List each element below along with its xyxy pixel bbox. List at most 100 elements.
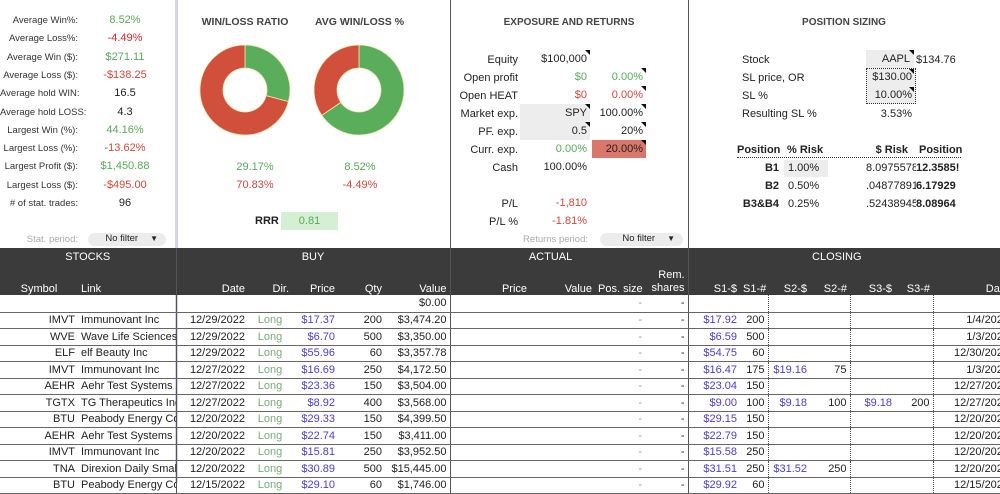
- cell-qty[interactable]: 500: [338, 460, 385, 478]
- cell-price[interactable]: [449, 345, 531, 362]
- cell-link[interactable]: Peabody Energy Co: [78, 411, 176, 428]
- cell-pos-size[interactable]: -: [595, 378, 646, 395]
- cell-date[interactable]: 12/29/2022: [175, 328, 248, 346]
- cell-pos-size[interactable]: -: [595, 361, 646, 379]
- equity-value[interactable]: $100,000: [520, 50, 590, 68]
- cell-qty[interactable]: 150: [338, 411, 385, 428]
- cell-date[interactable]: 12/29/2022: [175, 345, 248, 362]
- cell-qty[interactable]: 150: [338, 427, 385, 445]
- cell-s2-[interactable]: [768, 312, 811, 329]
- cell-link[interactable]: TG Therapeutics Inc: [78, 394, 176, 412]
- cell-value[interactable]: $3,952.50: [385, 444, 451, 461]
- cell-value[interactable]: $3,504.00: [385, 378, 451, 395]
- column-header-value[interactable]: Value: [385, 266, 451, 295]
- cell-date[interactable]: 12/15/2022: [933, 477, 1000, 494]
- cell-dir-[interactable]: Long: [248, 394, 292, 412]
- cell-date[interactable]: 12/27/2022: [175, 361, 248, 379]
- cell-rem-shares[interactable]: -: [645, 411, 689, 428]
- cell-rem-shares[interactable]: -: [645, 312, 689, 329]
- cell-s3-[interactable]: [850, 427, 896, 445]
- column-header-s3-[interactable]: S3-$: [850, 266, 896, 295]
- cell-s2-[interactable]: [810, 444, 851, 461]
- stock-input[interactable]: AAPL: [866, 50, 914, 68]
- cell-s3-[interactable]: [895, 361, 934, 379]
- cell-price[interactable]: $23.36: [292, 378, 338, 395]
- cell-date[interactable]: 12/20/2022: [933, 444, 1000, 461]
- cell-s2-[interactable]: 75: [810, 361, 851, 379]
- cell-price[interactable]: [449, 427, 531, 445]
- cell-link[interactable]: Peabody Energy Co: [78, 477, 176, 494]
- cell-rem-shares[interactable]: -: [645, 361, 689, 379]
- cell-s1-[interactable]: $15.58: [687, 444, 741, 461]
- sl-price-input[interactable]: $130.00: [866, 69, 914, 86]
- cell-link[interactable]: Aehr Test Systems: [78, 378, 176, 395]
- cell-price[interactable]: $30.89: [292, 460, 338, 478]
- cell-symbol[interactable]: AEHR: [0, 378, 78, 395]
- pf-exp-pct[interactable]: 20%: [592, 122, 646, 140]
- cell-s2-[interactable]: 250: [810, 460, 851, 478]
- cell-price[interactable]: $17.37: [292, 312, 338, 329]
- sizing-row-pct-risk[interactable]: 0.25%: [788, 198, 820, 210]
- cell-link[interactable]: [78, 295, 176, 313]
- cell-dir-[interactable]: Long: [248, 328, 292, 346]
- cell-rem-shares[interactable]: -: [645, 394, 689, 412]
- cell-price[interactable]: $8.92: [292, 394, 338, 412]
- cell-date[interactable]: 12/20/2022: [933, 460, 1000, 478]
- cell-dir-[interactable]: Long: [248, 444, 292, 461]
- market-exp-value[interactable]: SPY: [520, 104, 590, 122]
- cell-value[interactable]: [530, 328, 596, 346]
- cell-s3-[interactable]: [850, 460, 896, 478]
- column-header-rem-shares[interactable]: Rem. shares: [645, 266, 689, 295]
- cell-s3-[interactable]: [895, 328, 934, 346]
- cell-s2-[interactable]: [810, 328, 851, 346]
- sl-pct-input[interactable]: 10.00%: [866, 87, 914, 104]
- cell-s1-[interactable]: $6.59: [687, 328, 741, 346]
- cell-pos-size[interactable]: -: [595, 312, 646, 329]
- cell-value[interactable]: $3,357.78: [385, 345, 451, 362]
- cell-s2-[interactable]: [810, 345, 851, 362]
- cell-s1-[interactable]: [687, 295, 741, 313]
- cell-s3-[interactable]: [850, 345, 896, 362]
- open-profit-pct[interactable]: 0.00%: [592, 68, 646, 86]
- curr-exp-pct[interactable]: 20.00%: [592, 140, 646, 158]
- column-header-s1-[interactable]: S1-#: [740, 266, 769, 295]
- cell-price[interactable]: $29.10: [292, 477, 338, 494]
- cell-value[interactable]: [530, 460, 596, 478]
- column-header-s2-[interactable]: S2-$: [768, 266, 811, 295]
- cell-s2-[interactable]: [768, 444, 811, 461]
- cell-symbol[interactable]: [0, 295, 78, 313]
- column-header-s3-[interactable]: S3-#: [895, 266, 934, 295]
- cell-price[interactable]: [292, 295, 338, 313]
- cell-s3-[interactable]: [895, 312, 934, 329]
- cell-s3-[interactable]: [895, 477, 934, 494]
- cell-symbol[interactable]: IMVT: [0, 444, 78, 461]
- cell-s3-[interactable]: [850, 444, 896, 461]
- cell-s3-[interactable]: [895, 411, 934, 428]
- cell-rem-shares[interactable]: -: [645, 345, 689, 362]
- cell-symbol[interactable]: ELF: [0, 345, 78, 362]
- cell-s1-[interactable]: $22.79: [687, 427, 741, 445]
- column-header-date[interactable]: Date: [933, 266, 1000, 295]
- open-heat-pct[interactable]: 0.00%: [592, 86, 646, 104]
- cell-pos-size[interactable]: -: [595, 328, 646, 346]
- cell-value[interactable]: [530, 411, 596, 428]
- cell-s1-[interactable]: $16.47: [687, 361, 741, 379]
- cell-link[interactable]: Direxion Daily Small: [78, 460, 176, 478]
- cell-qty[interactable]: 60: [338, 477, 385, 494]
- cell-qty[interactable]: 250: [338, 444, 385, 461]
- frozen-pane-divider[interactable]: [175, 0, 178, 483]
- cell-s3-[interactable]: [895, 295, 934, 313]
- cell-s2-[interactable]: [810, 477, 851, 494]
- cell-s2-[interactable]: 100: [810, 394, 851, 412]
- cell-s2-[interactable]: [810, 378, 851, 395]
- cell-s1-[interactable]: 250: [740, 444, 769, 461]
- cell-s1-[interactable]: $9.00: [687, 394, 741, 412]
- cell-value[interactable]: [530, 378, 596, 395]
- cell-date[interactable]: 12/20/2022: [175, 460, 248, 478]
- cell-s2-[interactable]: [768, 427, 811, 445]
- column-header-value[interactable]: Value: [530, 266, 596, 295]
- cell-value[interactable]: $3,350.00: [385, 328, 451, 346]
- sizing-row-pct-risk[interactable]: 1.00%: [784, 160, 828, 177]
- cell-qty[interactable]: [338, 295, 385, 313]
- cell-dir-[interactable]: Long: [248, 361, 292, 379]
